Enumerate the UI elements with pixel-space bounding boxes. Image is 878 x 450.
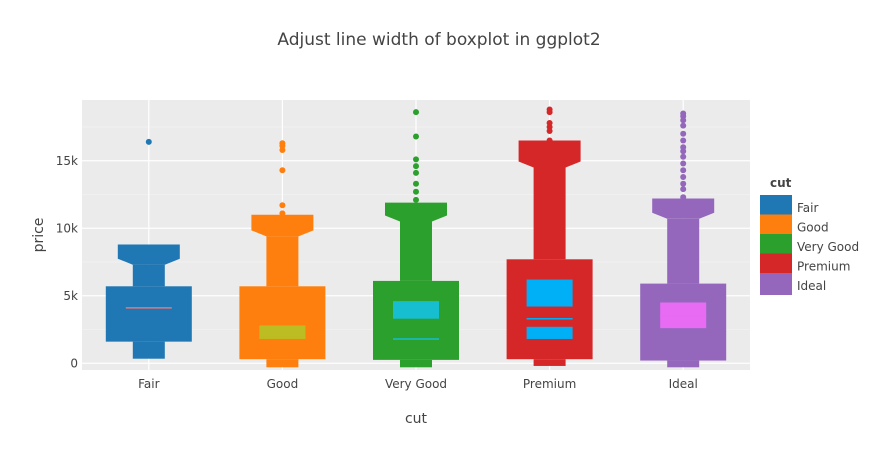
box-premium bbox=[506, 106, 593, 366]
y-tick-label: 15k bbox=[56, 154, 78, 168]
outlier-point bbox=[546, 137, 553, 144]
outlier-point bbox=[413, 188, 419, 195]
outlier-point bbox=[413, 133, 419, 140]
whisker-cap bbox=[518, 140, 581, 168]
outlier-point bbox=[413, 163, 419, 170]
lower-whisker bbox=[533, 359, 566, 366]
legend-swatch bbox=[760, 253, 792, 276]
x-tick-label: Good bbox=[267, 377, 299, 391]
outlier-point bbox=[680, 153, 687, 160]
outlier-point bbox=[680, 173, 687, 180]
inner-box-upper bbox=[526, 279, 573, 307]
outlier-point bbox=[413, 180, 419, 187]
outlier-point bbox=[546, 106, 553, 113]
legend-entry: Ideal bbox=[797, 279, 826, 293]
x-tick-label: Very Good bbox=[385, 377, 447, 391]
x-tick-label: Ideal bbox=[669, 377, 698, 391]
legend-swatch bbox=[760, 234, 792, 256]
legend-swatch bbox=[760, 273, 792, 295]
outlier-point bbox=[680, 160, 687, 167]
outlier-point bbox=[680, 130, 687, 137]
legend-entry: Good bbox=[797, 221, 829, 235]
outlier-point bbox=[680, 194, 687, 201]
outlier-point bbox=[413, 196, 419, 203]
upper-whisker bbox=[533, 167, 566, 260]
inner-box bbox=[259, 325, 306, 339]
outlier-point bbox=[413, 156, 419, 163]
outlier-point bbox=[680, 180, 687, 187]
x-axis-title: cut bbox=[405, 411, 428, 427]
legend-entry: Premium bbox=[797, 260, 850, 274]
legend-swatch bbox=[760, 195, 792, 217]
outlier-point bbox=[680, 122, 687, 129]
outlier-point bbox=[680, 137, 687, 144]
box-body bbox=[373, 280, 459, 360]
inner-box bbox=[393, 301, 439, 319]
outlier-point bbox=[413, 109, 419, 116]
box-very-good bbox=[373, 109, 459, 368]
legend-swatch bbox=[760, 214, 792, 237]
legend-title: cut bbox=[770, 176, 792, 190]
lower-whisker bbox=[400, 359, 432, 368]
lower-whisker bbox=[667, 360, 700, 368]
y-axis-title: price bbox=[31, 218, 47, 253]
y-tick-label: 0 bbox=[70, 356, 78, 370]
outlier-point bbox=[279, 140, 286, 147]
whisker-cap bbox=[652, 198, 715, 219]
whisker-cap bbox=[117, 244, 180, 265]
upper-whisker bbox=[266, 236, 299, 287]
outlier-point bbox=[546, 119, 553, 126]
outlier-point bbox=[680, 186, 687, 193]
y-tick-label: 5k bbox=[63, 289, 78, 303]
outlier-point bbox=[413, 169, 419, 176]
box-body bbox=[239, 286, 326, 360]
outlier-point bbox=[145, 138, 152, 145]
inner-box bbox=[526, 326, 573, 339]
chart-title: Adjust line width of boxplot in ggplot2 bbox=[277, 30, 601, 50]
box-body bbox=[105, 286, 192, 342]
upper-whisker bbox=[667, 218, 700, 284]
outlier-point bbox=[279, 202, 286, 209]
upper-whisker bbox=[132, 264, 165, 287]
legend-entry: Very Good bbox=[797, 240, 859, 254]
x-tick-label: Premium bbox=[523, 377, 576, 391]
box-fair bbox=[105, 138, 192, 359]
lower-whisker bbox=[266, 359, 299, 368]
outlier-point bbox=[680, 110, 687, 117]
outlier-point bbox=[680, 167, 687, 174]
x-tick-label: Fair bbox=[138, 377, 159, 391]
box-body bbox=[506, 259, 593, 360]
box-good bbox=[239, 140, 326, 368]
outlier-point bbox=[279, 167, 286, 174]
lower-whisker bbox=[132, 341, 165, 359]
legend-entry: Fair bbox=[797, 201, 818, 215]
upper-whisker bbox=[400, 221, 432, 281]
whisker-cap bbox=[385, 202, 447, 222]
outlier-point bbox=[680, 144, 687, 151]
whisker-cap bbox=[251, 214, 314, 237]
outlier-point bbox=[279, 210, 286, 217]
box-ideal bbox=[640, 110, 727, 368]
y-tick-label: 10k bbox=[56, 221, 78, 235]
